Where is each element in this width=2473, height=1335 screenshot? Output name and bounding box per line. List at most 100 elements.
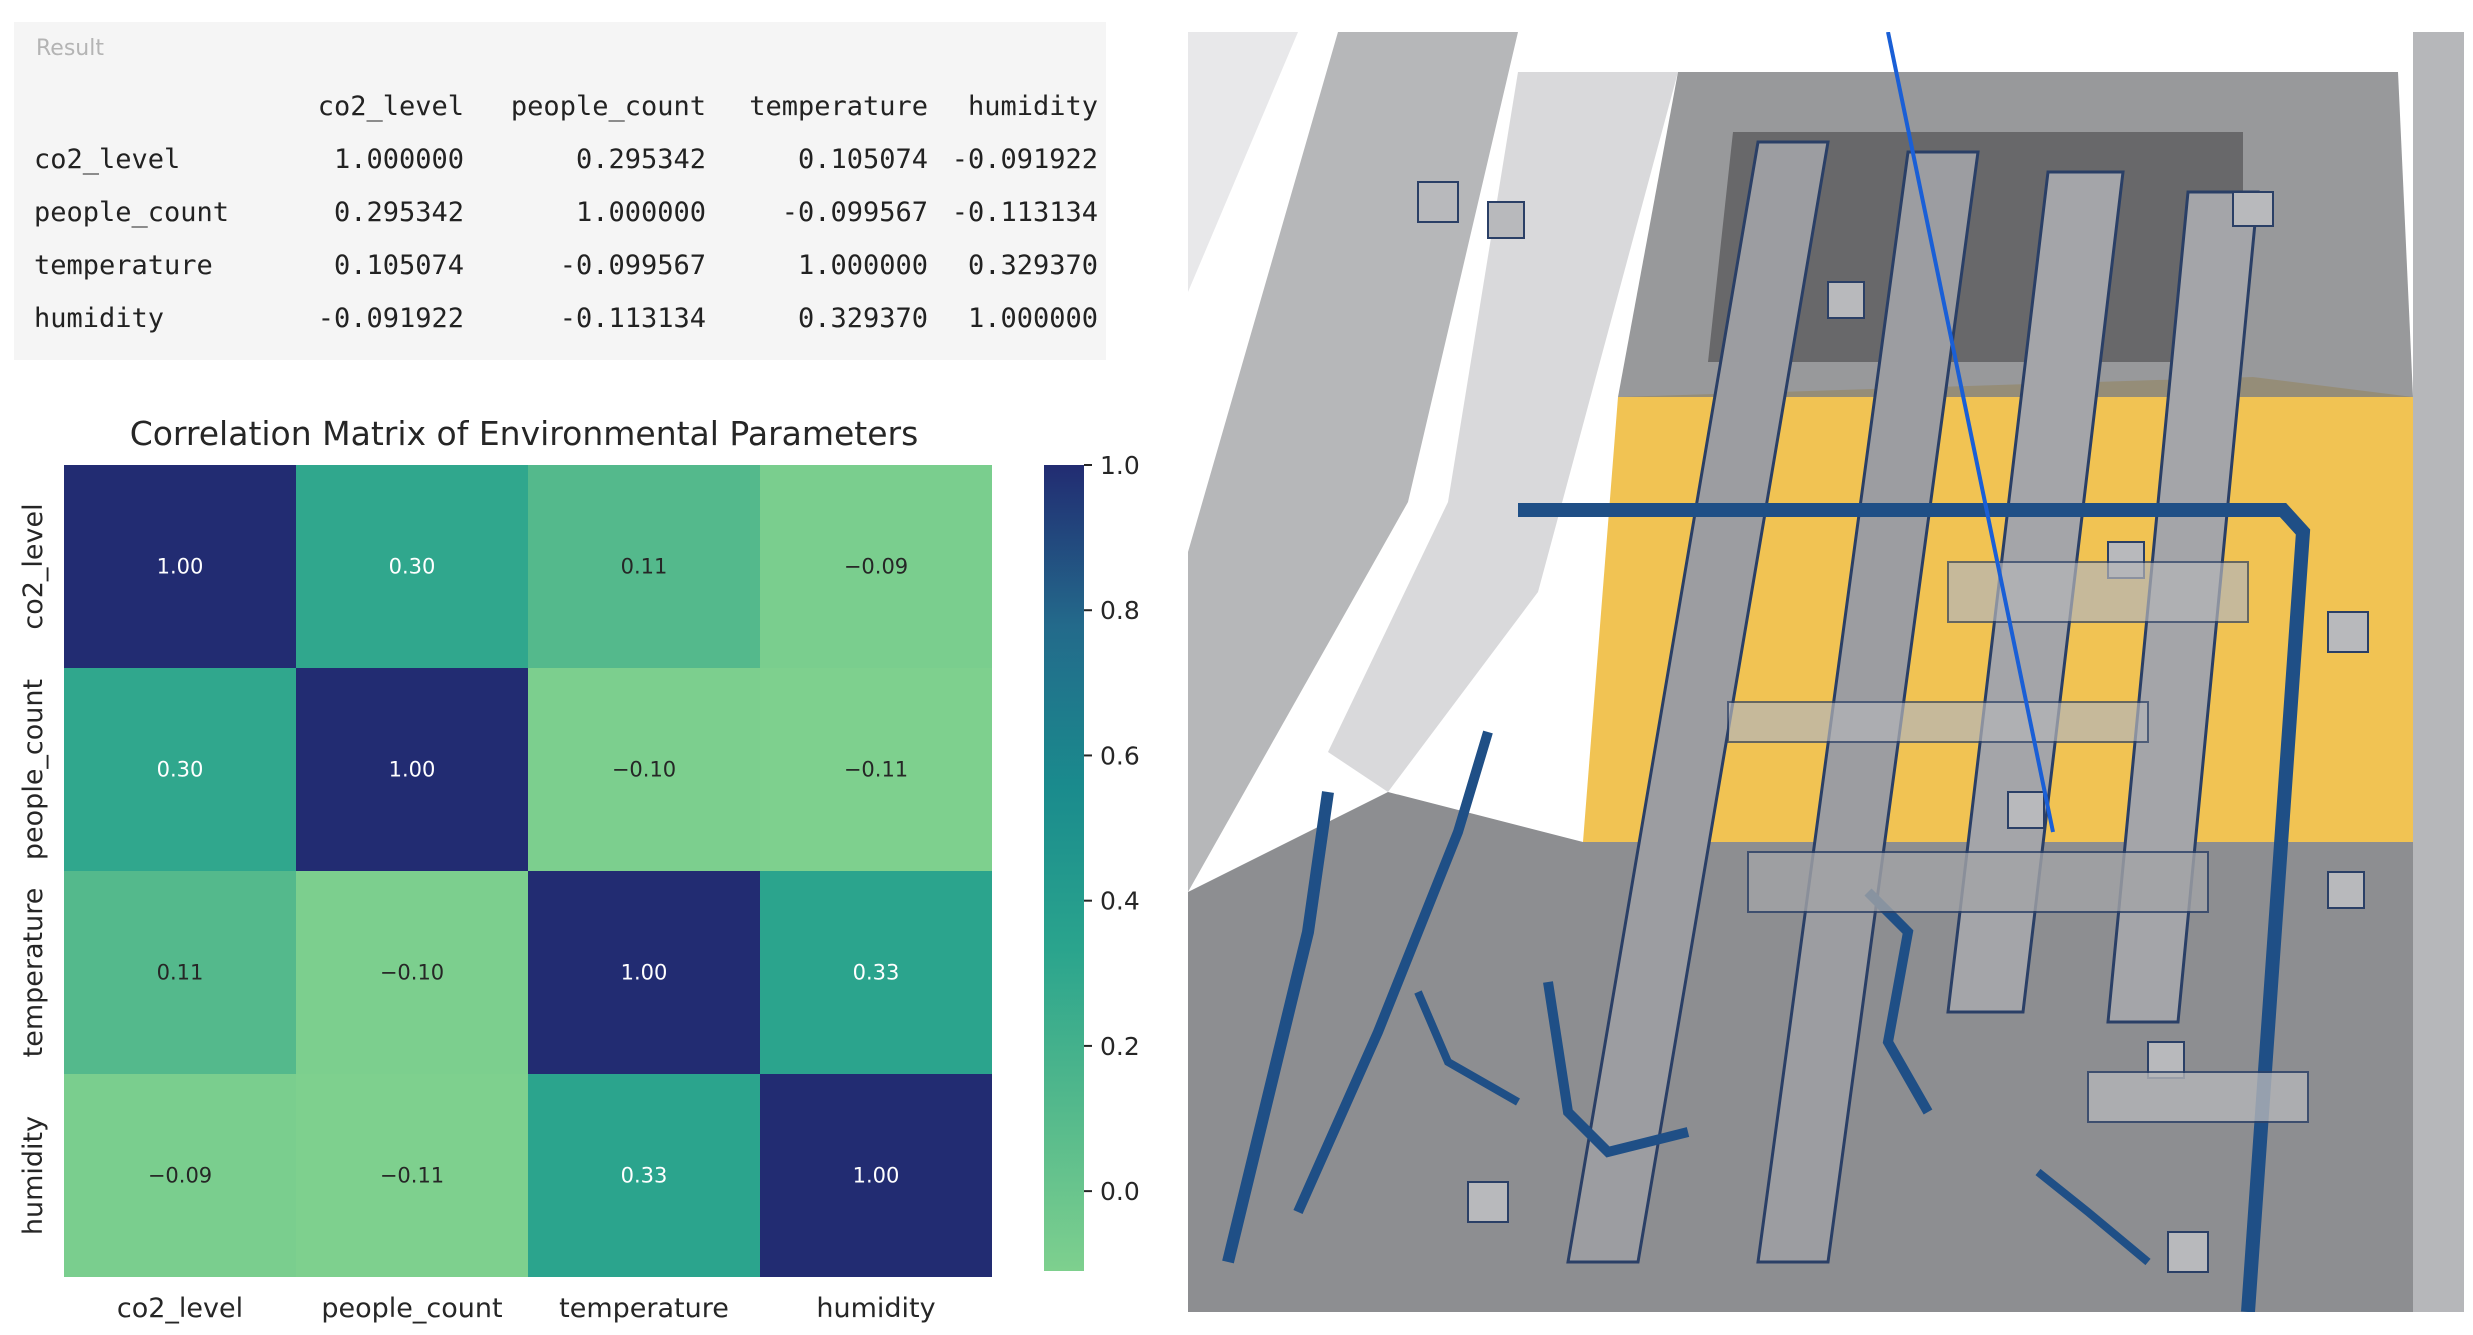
column-header: temperature [749, 91, 928, 122]
cell-annotation: 0.11 [157, 961, 204, 985]
duct [1414, 990, 1520, 1106]
y-tick-label: humidity [18, 1116, 49, 1235]
table-cell: -0.113134 [951, 197, 1098, 228]
diffuser-box [2007, 791, 2045, 829]
correlation-table: co2_level people_count temperature humid… [14, 80, 1098, 345]
cell-annotation: 0.33 [621, 1164, 668, 1188]
heatmap-cell [296, 465, 528, 668]
cell-annotation: −0.09 [148, 1164, 212, 1188]
heatmap-cell [64, 1074, 296, 1277]
table-header-row: co2_level people_count temperature humid… [14, 80, 1098, 133]
cell-annotation: −0.10 [612, 758, 676, 782]
cell-annotation: 1.00 [621, 961, 668, 985]
heatmap-cell [760, 668, 992, 871]
result-label: Result [36, 36, 104, 61]
chart-title: Correlation Matrix of Environmental Para… [130, 414, 919, 453]
heatmap-cells [64, 465, 992, 1277]
furniture [1747, 851, 2209, 913]
table-cell: -0.099567 [781, 197, 928, 228]
diffuser-box [1487, 201, 1525, 239]
x-tick-label: people_count [321, 1293, 502, 1324]
table-row: humidity -0.091922 -0.113134 0.329370 1.… [14, 292, 1098, 345]
bim-3d-viewport[interactable] [1188, 32, 2464, 1312]
heatmap-cell [528, 871, 760, 1074]
heatmap-cell [528, 1074, 760, 1277]
table-cell: -0.091922 [317, 303, 464, 334]
left-outer-wall [1188, 32, 1298, 292]
heatmap-cell [296, 668, 528, 871]
diffuser-box [1827, 281, 1865, 319]
furniture [1947, 561, 2249, 623]
heatmap-cell [528, 668, 760, 871]
row-header: co2_level [34, 144, 181, 175]
table-cell: 1.000000 [797, 250, 928, 281]
furniture [2087, 1071, 2309, 1123]
table-cell: 0.295342 [333, 197, 464, 228]
cell-annotation: 1.00 [389, 758, 436, 782]
table-cell: 0.329370 [967, 250, 1098, 281]
cell-annotation: 0.30 [389, 555, 436, 579]
correlation-heatmap: Correlation Matrix of Environmental Para… [18, 414, 1140, 1324]
cell-annotation: −0.09 [844, 555, 908, 579]
main-duct [1518, 503, 2311, 1312]
table-cell: 0.329370 [797, 303, 928, 334]
cell-annotation: −0.11 [380, 1164, 444, 1188]
diffuser-box [2232, 191, 2274, 227]
y-tick-label: people_count [18, 679, 49, 860]
cell-annotation: −0.10 [380, 961, 444, 985]
heatmap-cell [64, 871, 296, 1074]
column-header: co2_level [317, 91, 464, 122]
heatmap-cell [760, 465, 992, 668]
colorbar-tick-label: 1.0 [1100, 451, 1140, 480]
colorbar-tick-label: 0.6 [1100, 741, 1140, 770]
diffuser-box [2167, 1231, 2209, 1273]
x-tick-label: co2_level [117, 1293, 243, 1324]
selection-axis-line [1886, 32, 2055, 833]
table-cell: 0.105074 [333, 250, 464, 281]
heatmap-cell [760, 871, 992, 1074]
x-tick-label: temperature [559, 1293, 729, 1324]
beam [1566, 140, 1830, 1264]
colorbar-ticks: 1.0 0.8 0.6 0.4 0.2 0.0 [1084, 451, 1140, 1206]
table-cell: 0.295342 [575, 144, 706, 175]
cell-annotation: 0.11 [621, 555, 668, 579]
duct [1222, 791, 1334, 1264]
row-header: temperature [34, 250, 213, 281]
cell-annotation: −0.11 [844, 758, 908, 782]
table-row: co2_level 1.000000 0.295342 0.105074 -0.… [14, 133, 1098, 186]
x-axis-labels: co2_level people_count temperature humid… [117, 1293, 936, 1324]
colorbar-tick-label: 0.4 [1100, 887, 1140, 916]
heatmap-cell [64, 465, 296, 668]
table-cell: 1.000000 [333, 144, 464, 175]
furniture [1727, 701, 2149, 743]
cell-annotation: 0.30 [157, 758, 204, 782]
heatmap-cell [64, 668, 296, 871]
table-cell: -0.113134 [559, 303, 706, 334]
right-wall [2413, 32, 2464, 1312]
table-row: people_count 0.295342 1.000000 -0.099567… [14, 186, 1098, 239]
left-corridor-wall-inner [1328, 72, 1678, 792]
cell-annotation: 1.00 [853, 1164, 900, 1188]
colorbar-tick-label: 0.8 [1100, 596, 1140, 625]
diffuser-box [1417, 181, 1459, 223]
table-corner-cell [14, 80, 284, 133]
table-cell: -0.099567 [559, 250, 706, 281]
x-tick-label: humidity [816, 1293, 935, 1324]
colorbar-tick-label: 0.2 [1100, 1032, 1140, 1061]
table-cell: 1.000000 [575, 197, 706, 228]
y-axis-labels: co2_level people_count temperature humid… [18, 503, 49, 1235]
result-panel: Result co2_level people_count temperatur… [14, 22, 1106, 360]
row-header: people_count [34, 197, 230, 228]
colorbar-tick-label: 0.0 [1100, 1177, 1140, 1206]
y-tick-label: temperature [18, 888, 49, 1058]
heatmap-annotations: 1.00 0.30 0.11 −0.09 0.30 1.00 −0.10 −0.11 0.11 −… [148, 555, 908, 1188]
table-cell: 1.000000 [967, 303, 1098, 334]
y-tick-label: co2_level [18, 503, 49, 629]
duct [1543, 981, 1690, 1158]
diffuser-box [1467, 1181, 1509, 1223]
cell-annotation: 0.33 [853, 961, 900, 985]
row-header: humidity [34, 303, 165, 334]
heatmap-cell [528, 465, 760, 668]
heatmap-cell [296, 1074, 528, 1277]
cell-annotation: 1.00 [157, 555, 204, 579]
